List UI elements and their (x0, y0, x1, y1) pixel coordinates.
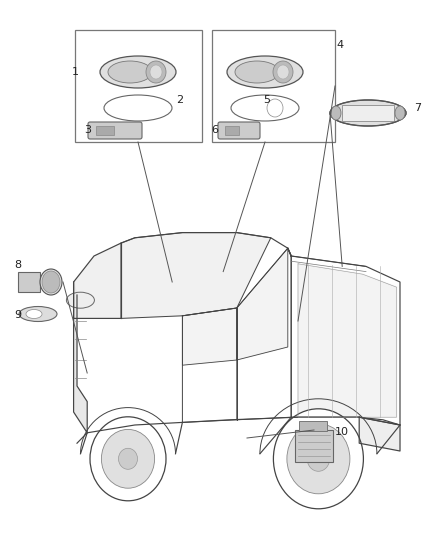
Ellipse shape (108, 61, 152, 83)
Ellipse shape (331, 106, 341, 120)
Ellipse shape (119, 448, 138, 469)
Text: 7: 7 (414, 103, 421, 113)
Bar (96, 126, 114, 135)
Polygon shape (237, 248, 288, 360)
Text: 5: 5 (264, 95, 271, 105)
Bar (342, 105, 394, 121)
Polygon shape (121, 232, 271, 318)
Bar (212, 30, 335, 142)
Ellipse shape (90, 417, 166, 501)
Ellipse shape (104, 95, 172, 121)
Ellipse shape (330, 100, 406, 126)
Bar (75, 30, 202, 142)
FancyBboxPatch shape (218, 122, 260, 139)
Text: 9: 9 (14, 310, 21, 320)
Ellipse shape (267, 99, 283, 117)
Ellipse shape (146, 61, 166, 83)
Polygon shape (298, 264, 396, 417)
Ellipse shape (277, 65, 289, 79)
Text: 8: 8 (14, 260, 21, 270)
Ellipse shape (231, 95, 299, 121)
Ellipse shape (307, 446, 330, 471)
Bar (18, 272, 40, 292)
Ellipse shape (26, 310, 42, 319)
Ellipse shape (19, 306, 57, 321)
Ellipse shape (273, 409, 364, 509)
Ellipse shape (42, 271, 60, 293)
Text: 4: 4 (336, 40, 343, 50)
Ellipse shape (235, 61, 279, 83)
Bar (299, 421, 327, 431)
Bar (225, 126, 239, 135)
Text: 3: 3 (85, 125, 92, 135)
Polygon shape (74, 282, 87, 433)
Ellipse shape (395, 106, 405, 120)
Text: 1: 1 (71, 67, 78, 77)
Text: 10: 10 (335, 427, 349, 437)
Ellipse shape (273, 61, 293, 83)
Ellipse shape (100, 56, 176, 88)
Ellipse shape (67, 292, 95, 308)
Bar (295, 430, 333, 462)
Polygon shape (359, 417, 400, 451)
Ellipse shape (102, 430, 155, 488)
Polygon shape (182, 308, 237, 365)
FancyBboxPatch shape (88, 122, 142, 139)
Text: 6: 6 (212, 125, 219, 135)
Ellipse shape (150, 65, 162, 79)
Ellipse shape (40, 269, 62, 295)
Text: 2: 2 (177, 95, 184, 105)
Ellipse shape (287, 424, 350, 494)
Polygon shape (74, 243, 121, 318)
Ellipse shape (227, 56, 303, 88)
